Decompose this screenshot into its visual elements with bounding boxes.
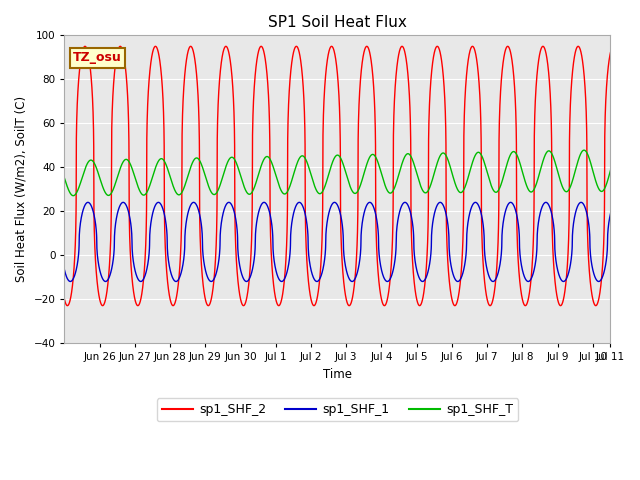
- sp1_SHF_1: [388, 272, 396, 277]
- sp1_SHF_2: [416, 303, 424, 309]
- sp1_SHF_1: [160, 209, 168, 215]
- X-axis label: Time: Time: [323, 368, 352, 381]
- sp1_SHF_1: [559, 278, 567, 284]
- Title: SP1 Soil Heat Flux: SP1 Soil Heat Flux: [268, 15, 407, 30]
- Text: TZ_osu: TZ_osu: [73, 51, 122, 64]
- sp1_SHF_1: [468, 204, 476, 209]
- sp1_SHF_T: [416, 180, 424, 186]
- sp1_SHF_T: [69, 193, 77, 199]
- sp1_SHF_1: [61, 267, 68, 273]
- sp1_SHF_T: [607, 168, 614, 173]
- sp1_SHF_1: [84, 200, 92, 205]
- Y-axis label: Soil Heat Flux (W/m2), SoilT (C): Soil Heat Flux (W/m2), SoilT (C): [15, 96, 28, 282]
- sp1_SHF_T: [509, 149, 517, 155]
- Legend: sp1_SHF_2, sp1_SHF_1, sp1_SHF_T: sp1_SHF_2, sp1_SHF_1, sp1_SHF_T: [157, 398, 518, 421]
- sp1_SHF_2: [61, 297, 68, 302]
- sp1_SHF_2: [81, 44, 89, 49]
- sp1_SHF_T: [468, 161, 476, 167]
- sp1_SHF_1: [269, 248, 277, 254]
- sp1_SHF_T: [61, 175, 68, 181]
- sp1_SHF_1: [607, 211, 614, 217]
- sp1_SHF_T: [160, 157, 168, 163]
- sp1_SHF_2: [607, 50, 614, 56]
- Line: sp1_SHF_2: sp1_SHF_2: [65, 47, 611, 306]
- sp1_SHF_2: [388, 246, 396, 252]
- sp1_SHF_1: [416, 276, 424, 282]
- sp1_SHF_2: [269, 278, 277, 284]
- sp1_SHF_T: [269, 164, 277, 169]
- Line: sp1_SHF_T: sp1_SHF_T: [65, 150, 611, 196]
- Line: sp1_SHF_1: sp1_SHF_1: [65, 203, 611, 281]
- sp1_SHF_2: [509, 71, 517, 77]
- sp1_SHF_2: [346, 303, 353, 309]
- sp1_SHF_T: [388, 189, 396, 195]
- sp1_SHF_T: [580, 147, 588, 153]
- sp1_SHF_1: [509, 202, 517, 208]
- sp1_SHF_2: [468, 44, 476, 49]
- sp1_SHF_2: [160, 117, 168, 122]
